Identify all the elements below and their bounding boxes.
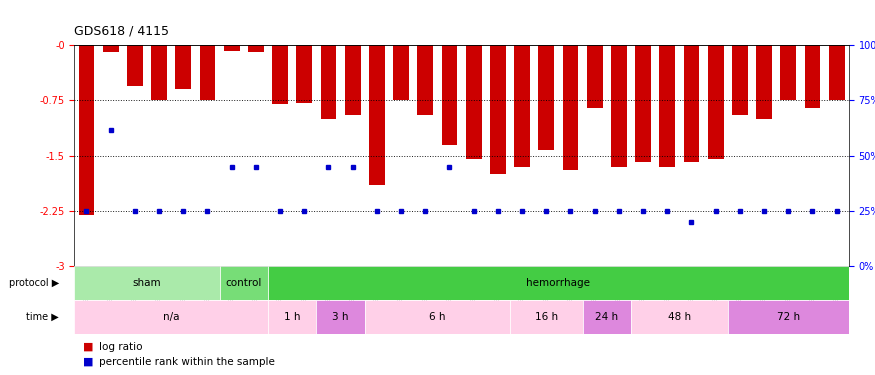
Bar xyxy=(538,45,554,150)
Text: ■: ■ xyxy=(83,342,94,352)
Bar xyxy=(611,45,626,166)
Text: protocol ▶: protocol ▶ xyxy=(9,278,59,288)
Text: log ratio: log ratio xyxy=(99,342,143,352)
Bar xyxy=(317,300,365,334)
Bar xyxy=(660,45,676,166)
Bar xyxy=(587,45,603,108)
Bar xyxy=(151,45,167,100)
Bar xyxy=(268,300,317,334)
Bar xyxy=(369,45,385,185)
Bar xyxy=(635,45,651,162)
Text: 48 h: 48 h xyxy=(668,312,691,322)
Bar xyxy=(74,300,268,334)
Text: control: control xyxy=(226,278,262,288)
Bar xyxy=(365,300,510,334)
Text: percentile rank within the sample: percentile rank within the sample xyxy=(99,357,275,367)
Bar xyxy=(268,266,849,300)
Text: time ▶: time ▶ xyxy=(26,312,59,322)
Bar xyxy=(728,300,849,334)
Bar xyxy=(175,45,191,89)
Bar xyxy=(756,45,772,119)
Bar xyxy=(708,45,724,159)
Bar xyxy=(417,45,433,115)
Text: hemorrhage: hemorrhage xyxy=(527,278,591,288)
Bar xyxy=(563,45,578,170)
Text: 24 h: 24 h xyxy=(595,312,619,322)
Bar xyxy=(127,45,143,86)
Bar xyxy=(79,45,94,214)
Bar xyxy=(220,266,268,300)
Bar xyxy=(631,300,728,334)
Bar xyxy=(805,45,821,108)
Text: sham: sham xyxy=(133,278,161,288)
Bar xyxy=(732,45,748,115)
Bar xyxy=(224,45,240,51)
Bar xyxy=(583,300,631,334)
Bar xyxy=(393,45,409,100)
Bar xyxy=(200,45,215,100)
Bar xyxy=(510,300,583,334)
Text: 6 h: 6 h xyxy=(429,312,445,322)
Bar xyxy=(102,45,118,53)
Text: 1 h: 1 h xyxy=(284,312,300,322)
Bar xyxy=(345,45,360,115)
Text: 3 h: 3 h xyxy=(332,312,349,322)
Bar xyxy=(74,266,220,300)
Bar xyxy=(272,45,288,104)
Bar xyxy=(466,45,481,159)
Bar xyxy=(829,45,844,100)
Text: ■: ■ xyxy=(83,357,94,367)
Bar xyxy=(248,45,263,53)
Bar xyxy=(490,45,506,174)
Text: n/a: n/a xyxy=(163,312,179,322)
Text: 16 h: 16 h xyxy=(535,312,558,322)
Text: GDS618 / 4115: GDS618 / 4115 xyxy=(74,24,170,38)
Bar xyxy=(297,45,312,102)
Bar xyxy=(320,45,336,119)
Bar xyxy=(683,45,699,162)
Bar xyxy=(514,45,530,166)
Text: 72 h: 72 h xyxy=(777,312,800,322)
Bar xyxy=(780,45,796,100)
Bar xyxy=(442,45,458,144)
